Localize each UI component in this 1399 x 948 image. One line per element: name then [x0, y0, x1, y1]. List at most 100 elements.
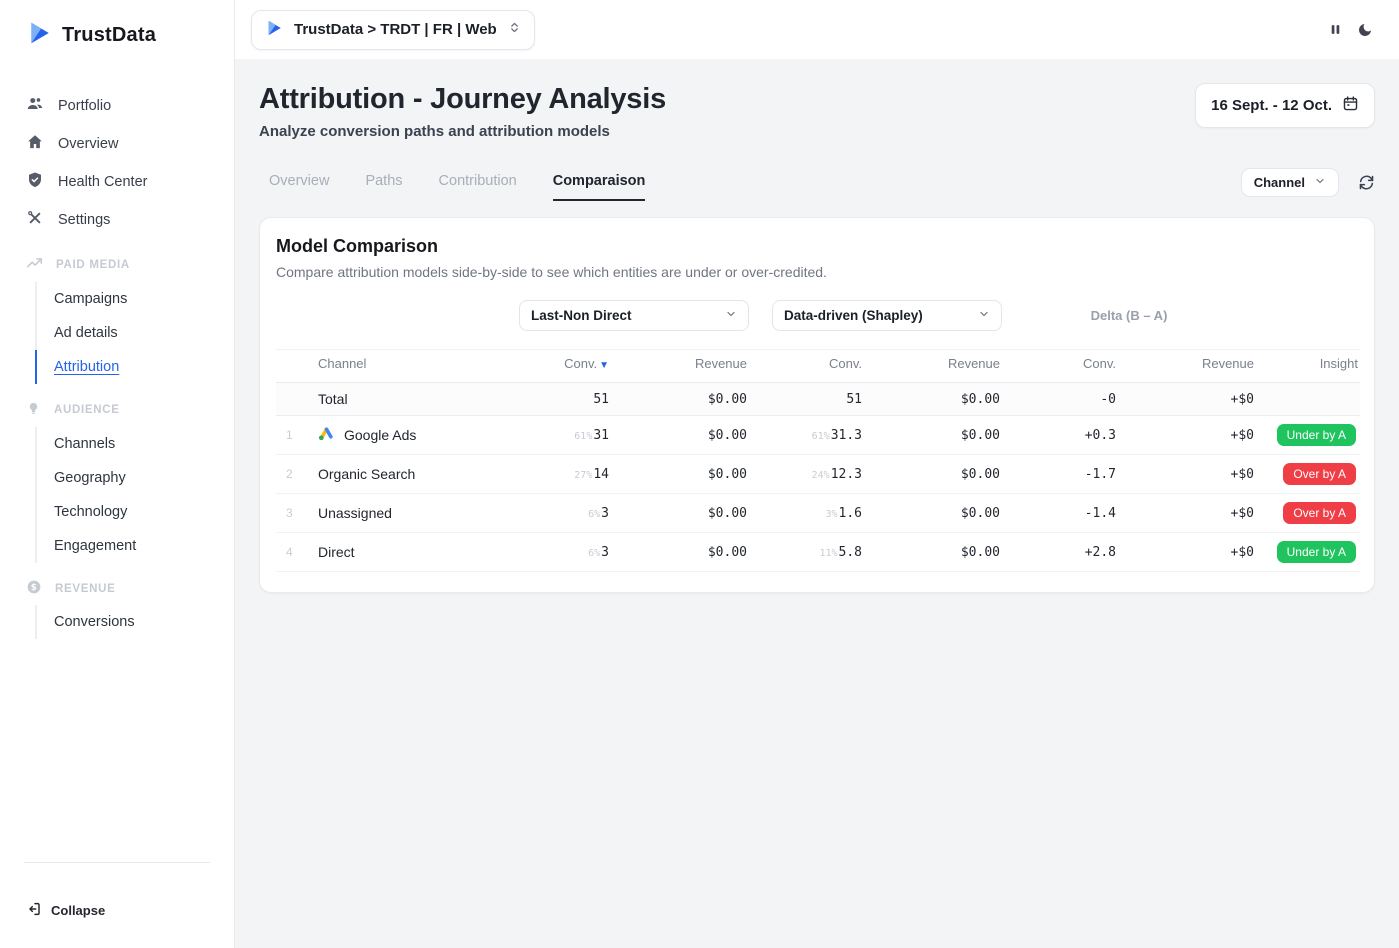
column-header-insight[interactable]: Insight — [1256, 349, 1360, 383]
sidebar-section-revenue: $ REVENUE — [0, 563, 234, 605]
channel-name: Organic Search — [318, 466, 416, 482]
sidebar-item-health-center[interactable]: Health Center — [0, 163, 234, 201]
conv-b-value: 31.3 — [830, 427, 862, 443]
tab-overview[interactable]: Overview — [269, 173, 330, 189]
sidebar-item-overview[interactable]: Overview — [0, 125, 234, 163]
divider — [24, 862, 210, 863]
column-header-revenue-delta[interactable]: Revenue — [1118, 349, 1256, 383]
sidebar-item-campaigns[interactable]: Campaigns — [35, 282, 234, 316]
chevron-down-icon — [725, 308, 737, 323]
column-header-revenue-b[interactable]: Revenue — [864, 349, 1002, 383]
topbar: TrustData > TRDT | FR | Web — [235, 0, 1399, 59]
tab-paths[interactable]: Paths — [365, 173, 403, 189]
revenue-a-value: $0.00 — [611, 493, 749, 533]
conv-b-share: 24% — [811, 469, 830, 481]
calendar-icon — [1342, 95, 1359, 116]
model-a-value: Last-Non Direct — [531, 308, 632, 323]
table-row[interactable]: 4 Direct 6%3 $0.00 11%5.8 $0.00 +2.8 +$0… — [276, 532, 1360, 572]
column-header-conv-a[interactable]: Conv. ▼ — [471, 349, 611, 383]
sidebar-item-ad-details[interactable]: Ad details — [35, 316, 234, 350]
total-conv-b: 51 — [749, 382, 864, 416]
refresh-icon[interactable] — [1358, 174, 1375, 191]
conv-a-share: 27% — [574, 469, 593, 481]
table-row[interactable]: 1 Google Ads 61%31 $0.00 61%31.3 $0.00 +… — [276, 415, 1360, 455]
sidebar-item-conversions[interactable]: Conversions — [35, 605, 234, 639]
google-ads-icon — [318, 425, 335, 445]
dimension-dropdown[interactable]: Channel — [1240, 168, 1339, 197]
sidebar-section-audience: AUDIENCE — [0, 384, 234, 427]
conv-b-share: 61% — [811, 430, 830, 442]
pause-icon[interactable] — [1329, 23, 1342, 36]
conv-b-share: 3% — [825, 508, 838, 520]
sidebar-item-label: Portfolio — [58, 98, 112, 114]
table-header-row: Channel Conv. ▼ Revenue Conv. Revenue Con… — [276, 349, 1360, 383]
revenue-a-value: $0.00 — [611, 454, 749, 494]
table-total-row: Total 51 $0.00 51 $0.00 -0 +$0 — [276, 382, 1360, 416]
channel-name: Direct — [318, 544, 355, 560]
conv-delta-value: +2.8 — [1002, 532, 1118, 572]
row-rank: 3 — [276, 493, 306, 533]
sidebar-item-settings[interactable]: Settings — [0, 201, 234, 239]
date-range-label: 16 Sept. - 12 Oct. — [1211, 97, 1332, 114]
table-row[interactable]: 2 Organic Search 27%14 $0.00 24%12.3 $0.… — [276, 454, 1360, 494]
tab-contribution[interactable]: Contribution — [438, 173, 517, 189]
total-revenue-b: $0.00 — [864, 382, 1002, 416]
date-range-picker[interactable]: 16 Sept. - 12 Oct. — [1195, 83, 1375, 128]
revenue-delta-value: +$0 — [1118, 454, 1256, 494]
workspace-selector[interactable]: TrustData > TRDT | FR | Web — [251, 9, 535, 50]
conv-a-value: 14 — [593, 466, 609, 482]
model-b-select[interactable]: Data-driven (Shapley) — [772, 300, 1002, 331]
lightbulb-icon — [26, 400, 41, 420]
sidebar-item-label: Overview — [58, 136, 119, 152]
sidebar-section-paid-media: PAID MEDIA — [0, 239, 234, 282]
sidebar-item-attribution[interactable]: Attribution — [35, 350, 234, 384]
conv-delta-value: -1.4 — [1002, 493, 1118, 533]
trustdata-logo-icon — [26, 20, 52, 51]
moon-icon[interactable] — [1357, 22, 1373, 38]
sidebar-item-label: Ad details — [54, 325, 118, 341]
conv-a-value: 3 — [601, 544, 609, 560]
chevron-down-icon — [978, 308, 990, 323]
column-header-conv-b[interactable]: Conv. — [749, 349, 864, 383]
exit-left-icon — [26, 901, 42, 920]
revenue-b-value: $0.00 — [864, 493, 1002, 533]
page-title: Attribution - Journey Analysis — [259, 83, 667, 115]
tools-icon — [26, 209, 44, 231]
sidebar-item-label: Attribution — [54, 359, 120, 375]
page-content: Attribution - Journey Analysis Analyze c… — [235, 59, 1399, 948]
tabs-bar: Overview Paths Contribution Comparaison … — [259, 168, 1375, 201]
total-revenue-delta: +$0 — [1118, 382, 1256, 416]
sidebar-item-portfolio[interactable]: Portfolio — [0, 87, 234, 125]
revenue-delta-value: +$0 — [1118, 532, 1256, 572]
conv-a-value: 31 — [593, 427, 609, 443]
model-comparison-card: Model Comparison Compare attribution mod… — [259, 217, 1375, 593]
column-header-revenue-a[interactable]: Revenue — [611, 349, 749, 383]
conv-delta-value: -1.7 — [1002, 454, 1118, 494]
channel-name: Unassigned — [318, 505, 392, 521]
collapse-sidebar-button[interactable]: Collapse — [0, 901, 234, 930]
sidebar-item-technology[interactable]: Technology — [35, 495, 234, 529]
sidebar-item-geography[interactable]: Geography — [35, 461, 234, 495]
chevrons-up-down-icon — [508, 21, 521, 38]
conv-b-value: 5.8 — [838, 544, 862, 560]
card-title: Model Comparison — [276, 236, 439, 256]
insight-badge: Under by A — [1276, 424, 1356, 446]
conv-delta-value: +0.3 — [1002, 415, 1118, 455]
svg-text:$: $ — [31, 583, 38, 593]
model-a-select[interactable]: Last-Non Direct — [519, 300, 749, 331]
table-row[interactable]: 3 Unassigned 6%3 $0.00 3%1.6 $0.00 -1.4 … — [276, 493, 1360, 533]
conv-a-share: 6% — [588, 547, 601, 559]
column-header-conv-delta[interactable]: Conv. — [1002, 349, 1118, 383]
topbar-actions — [1329, 22, 1373, 38]
conv-a-share: 6% — [588, 508, 601, 520]
workspace-path: TrustData > TRDT | FR | Web — [294, 21, 497, 38]
row-rank: 1 — [276, 415, 306, 455]
main-area: TrustData > TRDT | FR | Web Attribution … — [235, 0, 1399, 948]
sidebar-item-engagement[interactable]: Engagement — [35, 529, 234, 563]
sidebar-item-channels[interactable]: Channels — [35, 427, 234, 461]
column-header-channel[interactable]: Channel — [306, 349, 471, 383]
revenue-delta-value: +$0 — [1118, 415, 1256, 455]
tab-comparaison[interactable]: Comparaison — [552, 173, 646, 201]
insight-badge: Over by A — [1283, 463, 1356, 485]
